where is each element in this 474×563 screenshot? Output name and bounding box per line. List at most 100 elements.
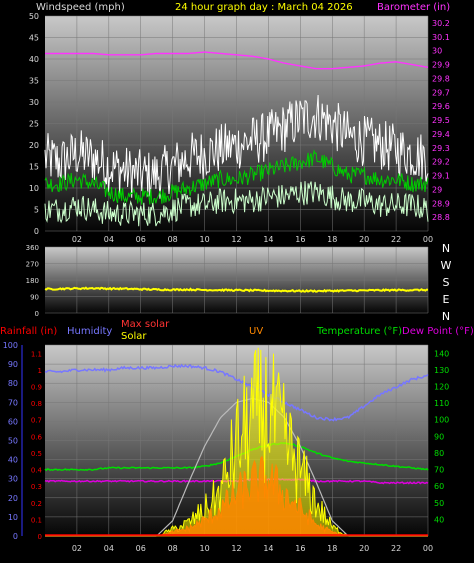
wind-y-tick: 25 xyxy=(29,120,39,129)
wind-y-tick: 50 xyxy=(29,12,39,21)
humidity-y-tick-labels: 0 10 20 30 40 50 60 70 80 90 100 xyxy=(3,341,18,541)
wind-x-tick: 08 xyxy=(168,235,178,244)
wind-x-tick: 16 xyxy=(295,235,305,244)
direction-y-tick: 360 xyxy=(26,244,39,252)
legend-solar: Solar xyxy=(121,331,147,342)
wind-x-tick: 14 xyxy=(263,235,273,244)
wind-y-tick: 5 xyxy=(34,206,39,215)
compass-label: E xyxy=(443,293,450,306)
compass-label: S xyxy=(443,276,450,289)
multi-x-tick: 18 xyxy=(327,544,337,553)
humidity-y-tick: 20 xyxy=(8,494,18,503)
baro-axis-title: Barometer (in) xyxy=(377,2,450,13)
legend-temperature: Temperature (°F) xyxy=(316,326,402,337)
direction-y-tick-labels: 0 90 180 270 360 xyxy=(26,244,39,318)
temperature-y-tick: 120 xyxy=(434,383,449,392)
baro-y-tick: 29.2 xyxy=(432,158,450,167)
series-uv xyxy=(45,455,428,537)
temperature-y-tick: 40 xyxy=(434,515,444,524)
baro-y-tick: 29.4 xyxy=(432,130,450,139)
multi-x-tick: 20 xyxy=(359,544,369,553)
legend-rainfall: Rainfall (in) xyxy=(0,326,57,337)
legend-dew-point: Dew Point (°F) xyxy=(402,326,474,337)
multi-x-tick: 00 xyxy=(423,544,433,553)
multi-x-tick: 16 xyxy=(295,544,305,553)
multi-x-tick: 14 xyxy=(263,544,273,553)
temperature-y-tick: 50 xyxy=(434,499,444,508)
baro-y-tick: 28.8 xyxy=(432,213,450,222)
wind-x-tick: 20 xyxy=(359,235,369,244)
multi-x-tick: 06 xyxy=(136,544,146,553)
wind-axis-title: Windspeed (mph) xyxy=(36,2,125,13)
baro-y-tick: 29.5 xyxy=(432,116,450,125)
multi-x-tick: 12 xyxy=(231,544,241,553)
series-baro xyxy=(45,51,429,70)
temperature-y-tick: 70 xyxy=(434,466,444,475)
wind-x-tick: 22 xyxy=(391,235,401,244)
series-humidity xyxy=(44,363,429,422)
rainfall-y-tick: 0.4 xyxy=(31,467,43,475)
wind-y-tick: 35 xyxy=(29,77,39,86)
wind-x-tick: 10 xyxy=(199,235,209,244)
humidity-y-tick: 10 xyxy=(8,513,18,522)
baro-y-tick: 30.1 xyxy=(432,33,450,42)
rainfall-y-tick: 1.1 xyxy=(31,350,42,358)
multi-x-tick-labels: 02 04 06 08 10 12 14 16 18 20 22 00 xyxy=(72,544,433,553)
multi-gridlines xyxy=(21,344,429,537)
humidity-y-tick: 90 xyxy=(8,360,18,369)
wind-y-tick: 40 xyxy=(29,55,39,64)
baro-y-tick: 29.7 xyxy=(432,88,450,97)
wind-x-tick-labels: 02 04 06 08 10 12 14 16 18 20 22 00 xyxy=(72,235,433,244)
humidity-y-tick: 0 xyxy=(13,532,18,541)
humidity-y-tick: 70 xyxy=(8,398,18,407)
compass-label: N xyxy=(442,242,450,255)
multi-x-tick: 04 xyxy=(104,544,114,553)
temperature-y-tick: 110 xyxy=(434,399,449,408)
wind-x-tick: 00 xyxy=(423,235,433,244)
multi-series xyxy=(44,347,429,537)
wind-y-tick: 0 xyxy=(34,227,39,236)
baro-y-tick: 29.3 xyxy=(432,144,450,153)
rainfall-y-tick: 0.9 xyxy=(31,384,42,392)
legend-max-solar: Max solar xyxy=(121,319,170,330)
direction-y-tick: 0 xyxy=(35,310,39,318)
direction-y-tick: 270 xyxy=(26,261,39,269)
series-direction xyxy=(44,286,429,293)
wind-y-tick: 10 xyxy=(29,184,39,193)
wind-x-tick: 06 xyxy=(136,235,146,244)
temperature-y-tick: 100 xyxy=(434,416,449,425)
direction-series xyxy=(44,286,429,293)
wind-series xyxy=(44,51,429,227)
multi-x-tick: 10 xyxy=(199,544,209,553)
baro-y-tick: 30.2 xyxy=(432,19,450,28)
rainfall-y-tick: 0.3 xyxy=(31,483,42,491)
wind-x-tick: 04 xyxy=(104,235,114,244)
temperature-y-tick-labels: 40 50 60 70 80 90 100 110 120 130 140 xyxy=(434,349,449,524)
legend-humidity: Humidity xyxy=(67,326,112,337)
temperature-y-tick: 80 xyxy=(434,449,444,458)
baro-y-tick: 30 xyxy=(432,47,442,56)
humidity-y-tick: 30 xyxy=(8,475,18,484)
baro-y-tick: 28.9 xyxy=(432,199,450,208)
compass-label: N xyxy=(442,310,450,323)
rainfall-y-tick: 0.2 xyxy=(31,500,42,508)
baro-y-tick: 29.8 xyxy=(432,74,450,83)
humidity-y-tick: 40 xyxy=(8,456,18,465)
wind-x-tick: 18 xyxy=(327,235,337,244)
baro-y-tick: 29 xyxy=(432,185,442,194)
humidity-y-tick: 100 xyxy=(3,341,18,350)
wind-y-tick: 15 xyxy=(29,163,39,172)
multi-x-tick: 08 xyxy=(168,544,178,553)
baro-y-tick: 29.9 xyxy=(432,61,450,70)
compass-label: W xyxy=(441,259,452,272)
wind-y-tick-labels: 0 5 10 15 20 25 30 35 40 45 50 xyxy=(29,12,39,236)
humidity-y-tick: 60 xyxy=(8,417,18,426)
series-gust xyxy=(44,94,429,199)
baro-y-tick: 29.6 xyxy=(432,102,450,111)
rainfall-y-tick: 0.7 xyxy=(31,417,42,425)
baro-y-tick-labels: 28.8 28.9 29 29.1 29.2 29.3 29.4 29.5 29.6 29.7 29… xyxy=(432,19,450,222)
wind-x-tick: 12 xyxy=(231,235,241,244)
wind-y-tick: 30 xyxy=(29,98,39,107)
temperature-y-tick: 130 xyxy=(434,366,449,375)
